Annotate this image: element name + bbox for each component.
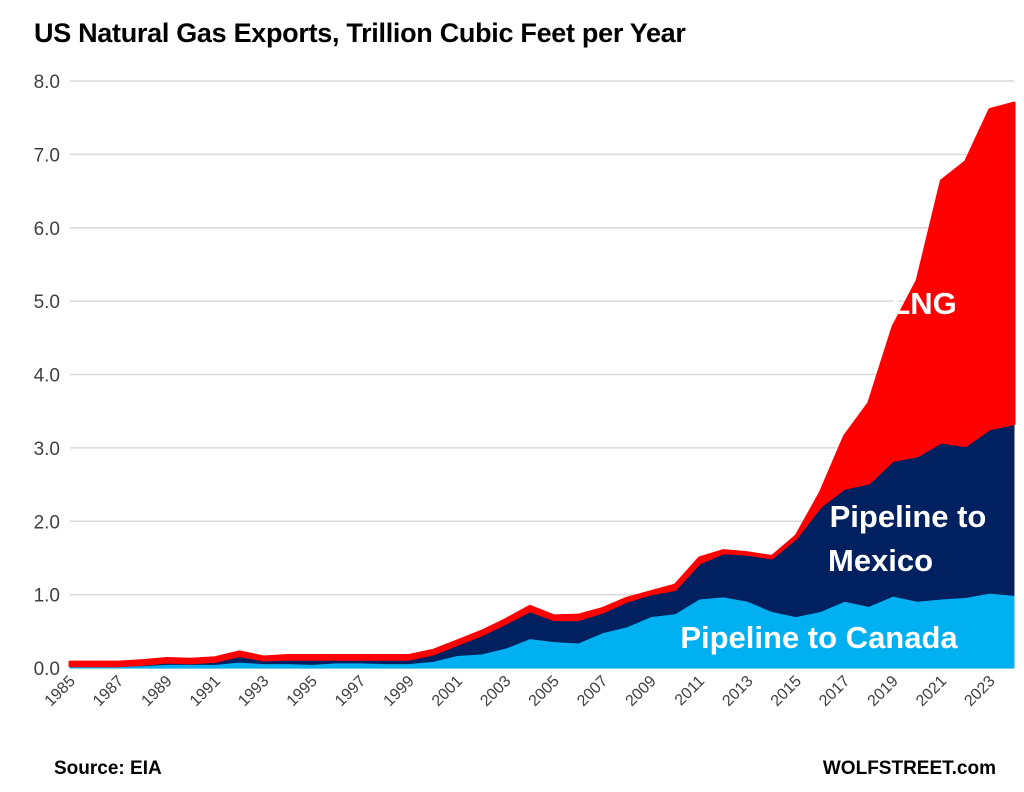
- y-tick-label: 7.0: [34, 145, 60, 166]
- x-tick-label: 1997: [332, 673, 369, 710]
- x-tick-label: 1999: [381, 673, 418, 710]
- x-tick-label: 1987: [90, 673, 127, 710]
- x-tick-label: 2019: [865, 673, 902, 710]
- series-label-mexico-line2: Mexico: [828, 543, 933, 578]
- x-tick-label: 1991: [187, 673, 224, 710]
- x-tick-label: 2009: [623, 673, 660, 710]
- x-tick-label: 2001: [429, 673, 466, 710]
- y-tick-label: 5.0: [34, 292, 60, 313]
- x-tick-label: 1989: [138, 673, 175, 710]
- x-tick-label: 2021: [913, 673, 950, 710]
- series-label-mexico-line1: Pipeline to: [830, 499, 987, 534]
- brand-watermark: WOLFSTREET.com: [822, 758, 996, 779]
- x-tick-label: 2007: [574, 673, 611, 710]
- x-tick-label: 2005: [526, 673, 563, 710]
- y-tick-label: 6.0: [34, 219, 60, 240]
- series-label-canada: Pipeline to Canada: [680, 620, 958, 655]
- x-tick-label: 1993: [235, 673, 272, 710]
- area-lng: [68, 101, 1016, 668]
- x-tick-label: 2011: [672, 673, 708, 709]
- source-note: Source: EIA: [54, 758, 162, 779]
- x-tick-label: 2013: [719, 673, 756, 710]
- x-tick-label: 2015: [768, 673, 805, 710]
- y-tick-label: 8.0: [34, 72, 60, 93]
- y-tick-label: 0.0: [34, 659, 60, 680]
- x-tick-label: 2017: [816, 673, 853, 710]
- chart-title: US Natural Gas Exports, Trillion Cubic F…: [34, 18, 686, 48]
- y-tick-label: 4.0: [34, 366, 60, 387]
- y-tick-label: 3.0: [34, 439, 60, 460]
- x-tick-label: 1995: [284, 673, 321, 710]
- y-tick-label: 2.0: [34, 512, 60, 533]
- x-tick-label: 2003: [477, 673, 514, 710]
- y-tick-label: 1.0: [34, 586, 60, 607]
- series-label-lng: LNG: [891, 286, 956, 321]
- x-tick-label: 2023: [961, 673, 998, 710]
